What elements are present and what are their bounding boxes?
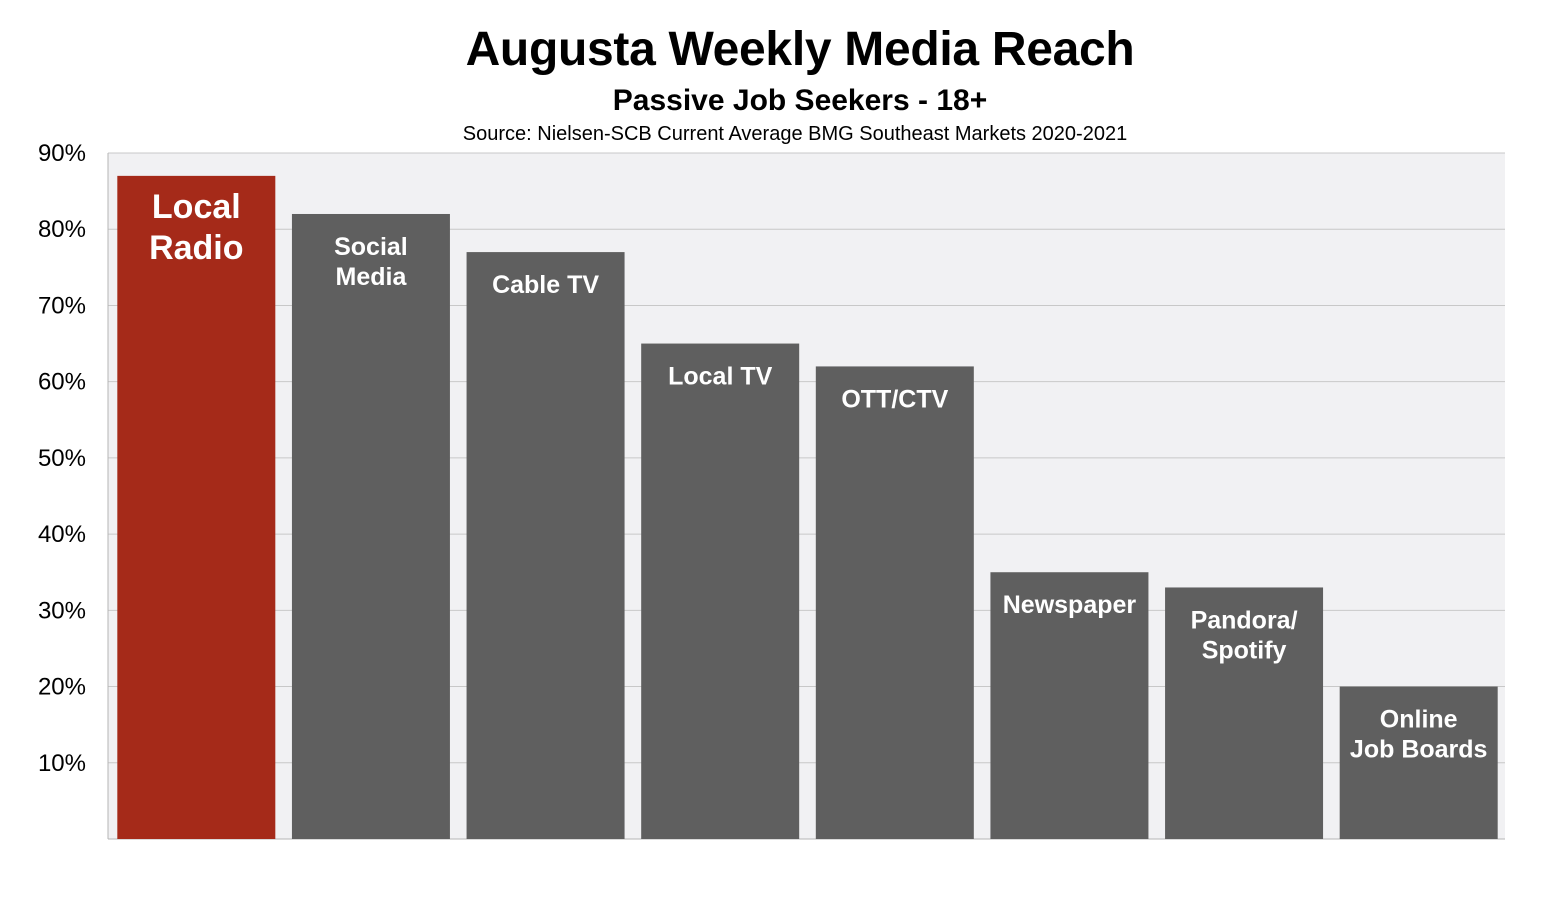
bar <box>815 366 974 839</box>
y-tick-label: 10% <box>38 750 86 777</box>
y-tick-label: 40% <box>38 521 86 548</box>
bar-label-line: Cable TV <box>492 271 599 299</box>
bar-label-line: Online <box>1380 706 1458 734</box>
bar-label: Cable TV <box>492 271 599 299</box>
bar-label-line: OTT/CTV <box>841 385 948 413</box>
bar-label-line: Local <box>152 188 241 226</box>
y-tick-label: 50% <box>38 445 86 472</box>
bar-label-line: Social <box>334 233 408 261</box>
bar-label-line: Radio <box>149 229 243 267</box>
bar <box>291 213 450 839</box>
bar-label-line: Newspaper <box>1003 591 1137 619</box>
bar <box>1339 686 1498 839</box>
bar-label-line: Media <box>336 263 408 291</box>
chart-subtitle: Passive Job Seekers - 18+ <box>612 84 988 117</box>
y-tick-label: 20% <box>38 674 86 701</box>
y-tick-label: 30% <box>38 597 86 624</box>
bar-label: OTT/CTV <box>841 385 948 413</box>
bar <box>990 572 1149 839</box>
bar-label: Online Job Boards <box>1350 706 1488 764</box>
bar-label: Local TV <box>668 363 773 391</box>
bar-label-line: Pandora/ <box>1191 606 1298 634</box>
y-tick-label: 90% <box>38 140 86 167</box>
bar <box>641 343 800 839</box>
bar-label-line: Spotify <box>1202 636 1287 664</box>
y-tick-label: 70% <box>38 292 86 319</box>
bar <box>1165 587 1324 839</box>
bar-label: Social Media <box>334 233 408 291</box>
y-tick-label: 60% <box>38 369 86 396</box>
bar-label: Local Radio <box>149 188 243 267</box>
y-tick-label: 80% <box>38 216 86 243</box>
bar-label-line: Local TV <box>668 363 773 391</box>
chart-source: Source: Nielsen-SCB Current Average BMG … <box>462 123 1128 145</box>
bar-label: Pandora/Spotify <box>1191 606 1298 664</box>
chart-title: Augusta Weekly Media Reach <box>465 23 1135 76</box>
bar <box>117 175 276 839</box>
bar-label: Newspaper <box>1003 591 1137 619</box>
bar <box>466 252 625 840</box>
bar-label-line: Job Boards <box>1350 736 1488 764</box>
